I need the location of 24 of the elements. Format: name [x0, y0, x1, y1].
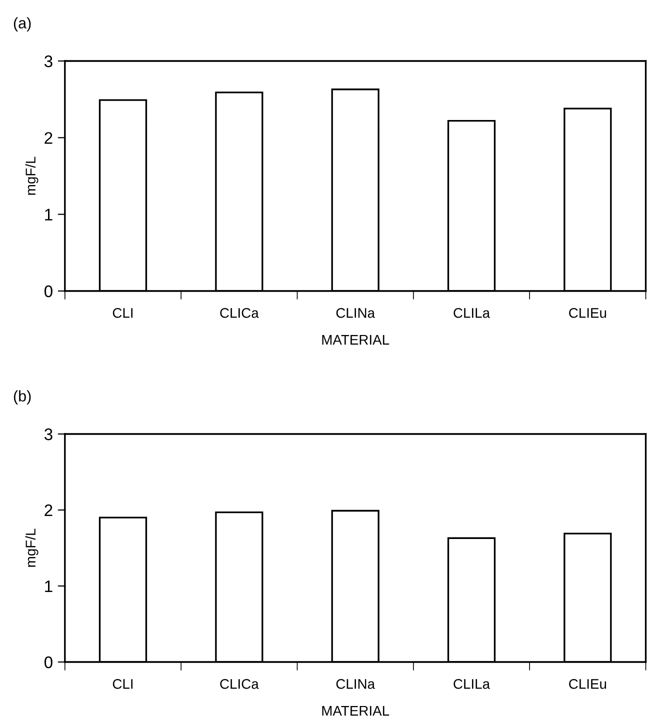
x-tick-label: CLI	[112, 679, 133, 689]
x-axis-title: MATERIAL	[322, 335, 390, 345]
y-tick-label: 0	[44, 285, 52, 298]
y-tick-label: 2	[44, 132, 52, 144]
y-tick-label: 2	[44, 504, 52, 516]
x-tick-label: CLI	[112, 308, 133, 318]
y-tick-label: 3	[44, 428, 52, 440]
y-tick-label: 1	[45, 208, 52, 220]
x-tick-label: CLINa	[336, 308, 376, 318]
x-tick-label: CLILa	[454, 308, 490, 318]
y-axis-title: mgF/L	[25, 528, 38, 567]
x-axis-title: MATERIAL	[322, 706, 390, 716]
x-tick-label: CLICa	[220, 679, 259, 689]
y-tick-label: 0	[44, 656, 52, 668]
y-tick-label: 1	[45, 580, 52, 592]
y-tick-label: 3	[44, 55, 52, 68]
x-tick-label: CLILa	[454, 679, 490, 689]
x-tick-label: CLIEu	[569, 308, 606, 318]
chart-title: (a)	[14, 17, 31, 32]
x-tick-label: CLICa	[220, 308, 259, 318]
chart-title: (b)	[14, 390, 31, 404]
x-tick-label: CLINa	[336, 679, 376, 689]
y-axis-title: mgF/L	[25, 156, 38, 195]
x-tick-label: CLIEu	[569, 679, 606, 689]
